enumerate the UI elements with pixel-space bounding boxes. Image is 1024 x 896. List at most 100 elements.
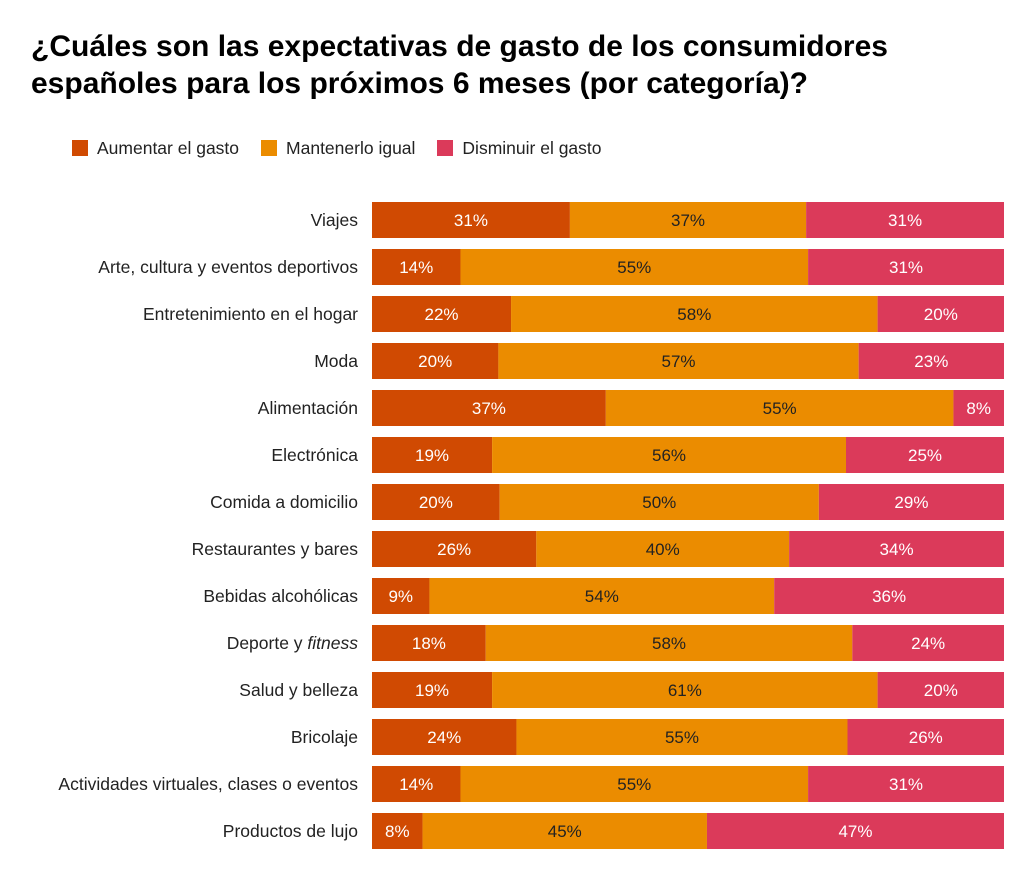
- data-label: 31%: [888, 211, 922, 230]
- bar-segment-aumentar: [372, 484, 500, 520]
- bar-segment-aumentar: [372, 672, 493, 708]
- chart-title-line-2: españoles para los próximos 6 meses (por…: [31, 67, 808, 100]
- data-label: 25%: [908, 446, 942, 465]
- data-label: 31%: [889, 775, 923, 794]
- bar-segment-disminuir: [789, 531, 1004, 567]
- category-label: Salud y belleza: [239, 680, 358, 700]
- data-label: 45%: [548, 822, 582, 841]
- bar-segment-aumentar: [372, 578, 430, 614]
- data-label: 55%: [763, 399, 797, 418]
- bar-segment-disminuir: [953, 390, 1004, 426]
- bar-segment-mantener: [460, 766, 809, 802]
- data-label: 56%: [652, 446, 686, 465]
- chart-title-line-1: ¿Cuáles son las expectativas de gasto de…: [31, 30, 888, 63]
- category-label: Viajes: [311, 210, 359, 230]
- data-label: 54%: [585, 587, 619, 606]
- data-label: 37%: [472, 399, 506, 418]
- data-label: 47%: [838, 822, 872, 841]
- category-label: Restaurantes y bares: [192, 539, 359, 559]
- legend-swatch-disminuir: [437, 140, 454, 156]
- bar-segment-mantener: [536, 531, 790, 567]
- bar-segment-aumentar: [372, 249, 461, 285]
- data-label: 55%: [665, 728, 699, 747]
- bar-segment-aumentar: [372, 813, 423, 849]
- data-label: 58%: [677, 305, 711, 324]
- bar-segment-disminuir: [818, 484, 1004, 520]
- bar-segment-aumentar: [372, 202, 570, 238]
- legend-swatch-aumentar: [72, 140, 88, 156]
- category-label: Entretenimiento en el hogar: [143, 304, 358, 324]
- data-label: 8%: [966, 399, 991, 418]
- bar-segment-disminuir: [774, 578, 1004, 614]
- data-label: 9%: [388, 587, 413, 606]
- legend-label-mantener: Mantenerlo igual: [286, 137, 416, 158]
- data-label: 18%: [412, 634, 446, 653]
- data-label: 20%: [924, 681, 958, 700]
- bar-segment-disminuir: [846, 437, 1004, 473]
- bar-segment-aumentar: [372, 625, 486, 661]
- bar-segment-aumentar: [372, 766, 461, 802]
- bar-segment-aumentar: [372, 437, 493, 473]
- data-label: 23%: [914, 352, 948, 371]
- data-label: 14%: [399, 258, 433, 277]
- data-label: 58%: [652, 634, 686, 653]
- legend-label-aumentar: Aumentar el gasto: [97, 137, 240, 158]
- legend-label-disminuir: Disminuir el gasto: [462, 137, 602, 158]
- bar-segment-mantener: [605, 390, 954, 426]
- bar-segment-mantener: [499, 484, 819, 520]
- data-label: 26%: [909, 728, 943, 747]
- bar-segment-mantener: [492, 672, 878, 708]
- bar-segment-mantener: [498, 343, 859, 379]
- data-label: 22%: [425, 305, 459, 324]
- data-label: 40%: [646, 540, 680, 559]
- chart-title: ¿Cuáles son las expectativas de gasto de…: [31, 28, 1011, 102]
- bar-segment-disminuir: [852, 625, 1004, 661]
- legend-swatch-mantener: [261, 140, 278, 156]
- data-label: 36%: [872, 587, 906, 606]
- bar-segment-disminuir: [877, 296, 1004, 332]
- data-label: 20%: [924, 305, 958, 324]
- bar-segment-disminuir: [808, 766, 1004, 802]
- data-label: 20%: [418, 352, 452, 371]
- bar-segment-aumentar: [372, 343, 499, 379]
- category-label: Actividades virtuales, clases o eventos: [58, 774, 358, 794]
- bar-segment-aumentar: [372, 390, 606, 426]
- bar-segment-mantener: [569, 202, 807, 238]
- data-label: 19%: [415, 681, 449, 700]
- bar-segment-disminuir: [877, 672, 1004, 708]
- data-label: 20%: [419, 493, 453, 512]
- data-label: 31%: [889, 258, 923, 277]
- bar-segment-mantener: [422, 813, 707, 849]
- category-label: Deporte y fitness: [227, 633, 359, 653]
- category-label: Productos de lujo: [223, 821, 358, 841]
- category-label: Comida a domicilio: [210, 492, 358, 512]
- data-label: 34%: [880, 540, 914, 559]
- data-label: 55%: [617, 775, 651, 794]
- category-label: Bricolaje: [291, 727, 358, 747]
- bar-segment-mantener: [485, 625, 853, 661]
- bar-segment-mantener: [516, 719, 848, 755]
- legend-item-aumentar: Aumentar el gasto: [72, 138, 239, 159]
- legend-item-mantener: Mantenerlo igual: [261, 138, 415, 159]
- data-label: 14%: [399, 775, 433, 794]
- data-label: 8%: [385, 822, 410, 841]
- data-label: 24%: [427, 728, 461, 747]
- bar-segment-mantener: [460, 249, 809, 285]
- bar-segment-mantener: [492, 437, 846, 473]
- bar-segment-mantener: [511, 296, 878, 332]
- bar-segment-mantener: [429, 578, 775, 614]
- data-label: 24%: [911, 634, 945, 653]
- data-label: 55%: [617, 258, 651, 277]
- data-label: 57%: [662, 352, 696, 371]
- bar-segment-disminuir: [808, 249, 1004, 285]
- category-label: Electrónica: [271, 445, 358, 465]
- legend: Aumentar el gasto Mantenerlo igual Dismi…: [72, 136, 624, 160]
- bar-segment-disminuir: [847, 719, 1004, 755]
- bar-segment-disminuir: [806, 202, 1004, 238]
- category-label: Alimentación: [258, 398, 358, 418]
- data-label: 26%: [437, 540, 471, 559]
- bar-segment-disminuir: [706, 813, 1004, 849]
- data-label: 29%: [894, 493, 928, 512]
- bar-segment-aumentar: [372, 296, 512, 332]
